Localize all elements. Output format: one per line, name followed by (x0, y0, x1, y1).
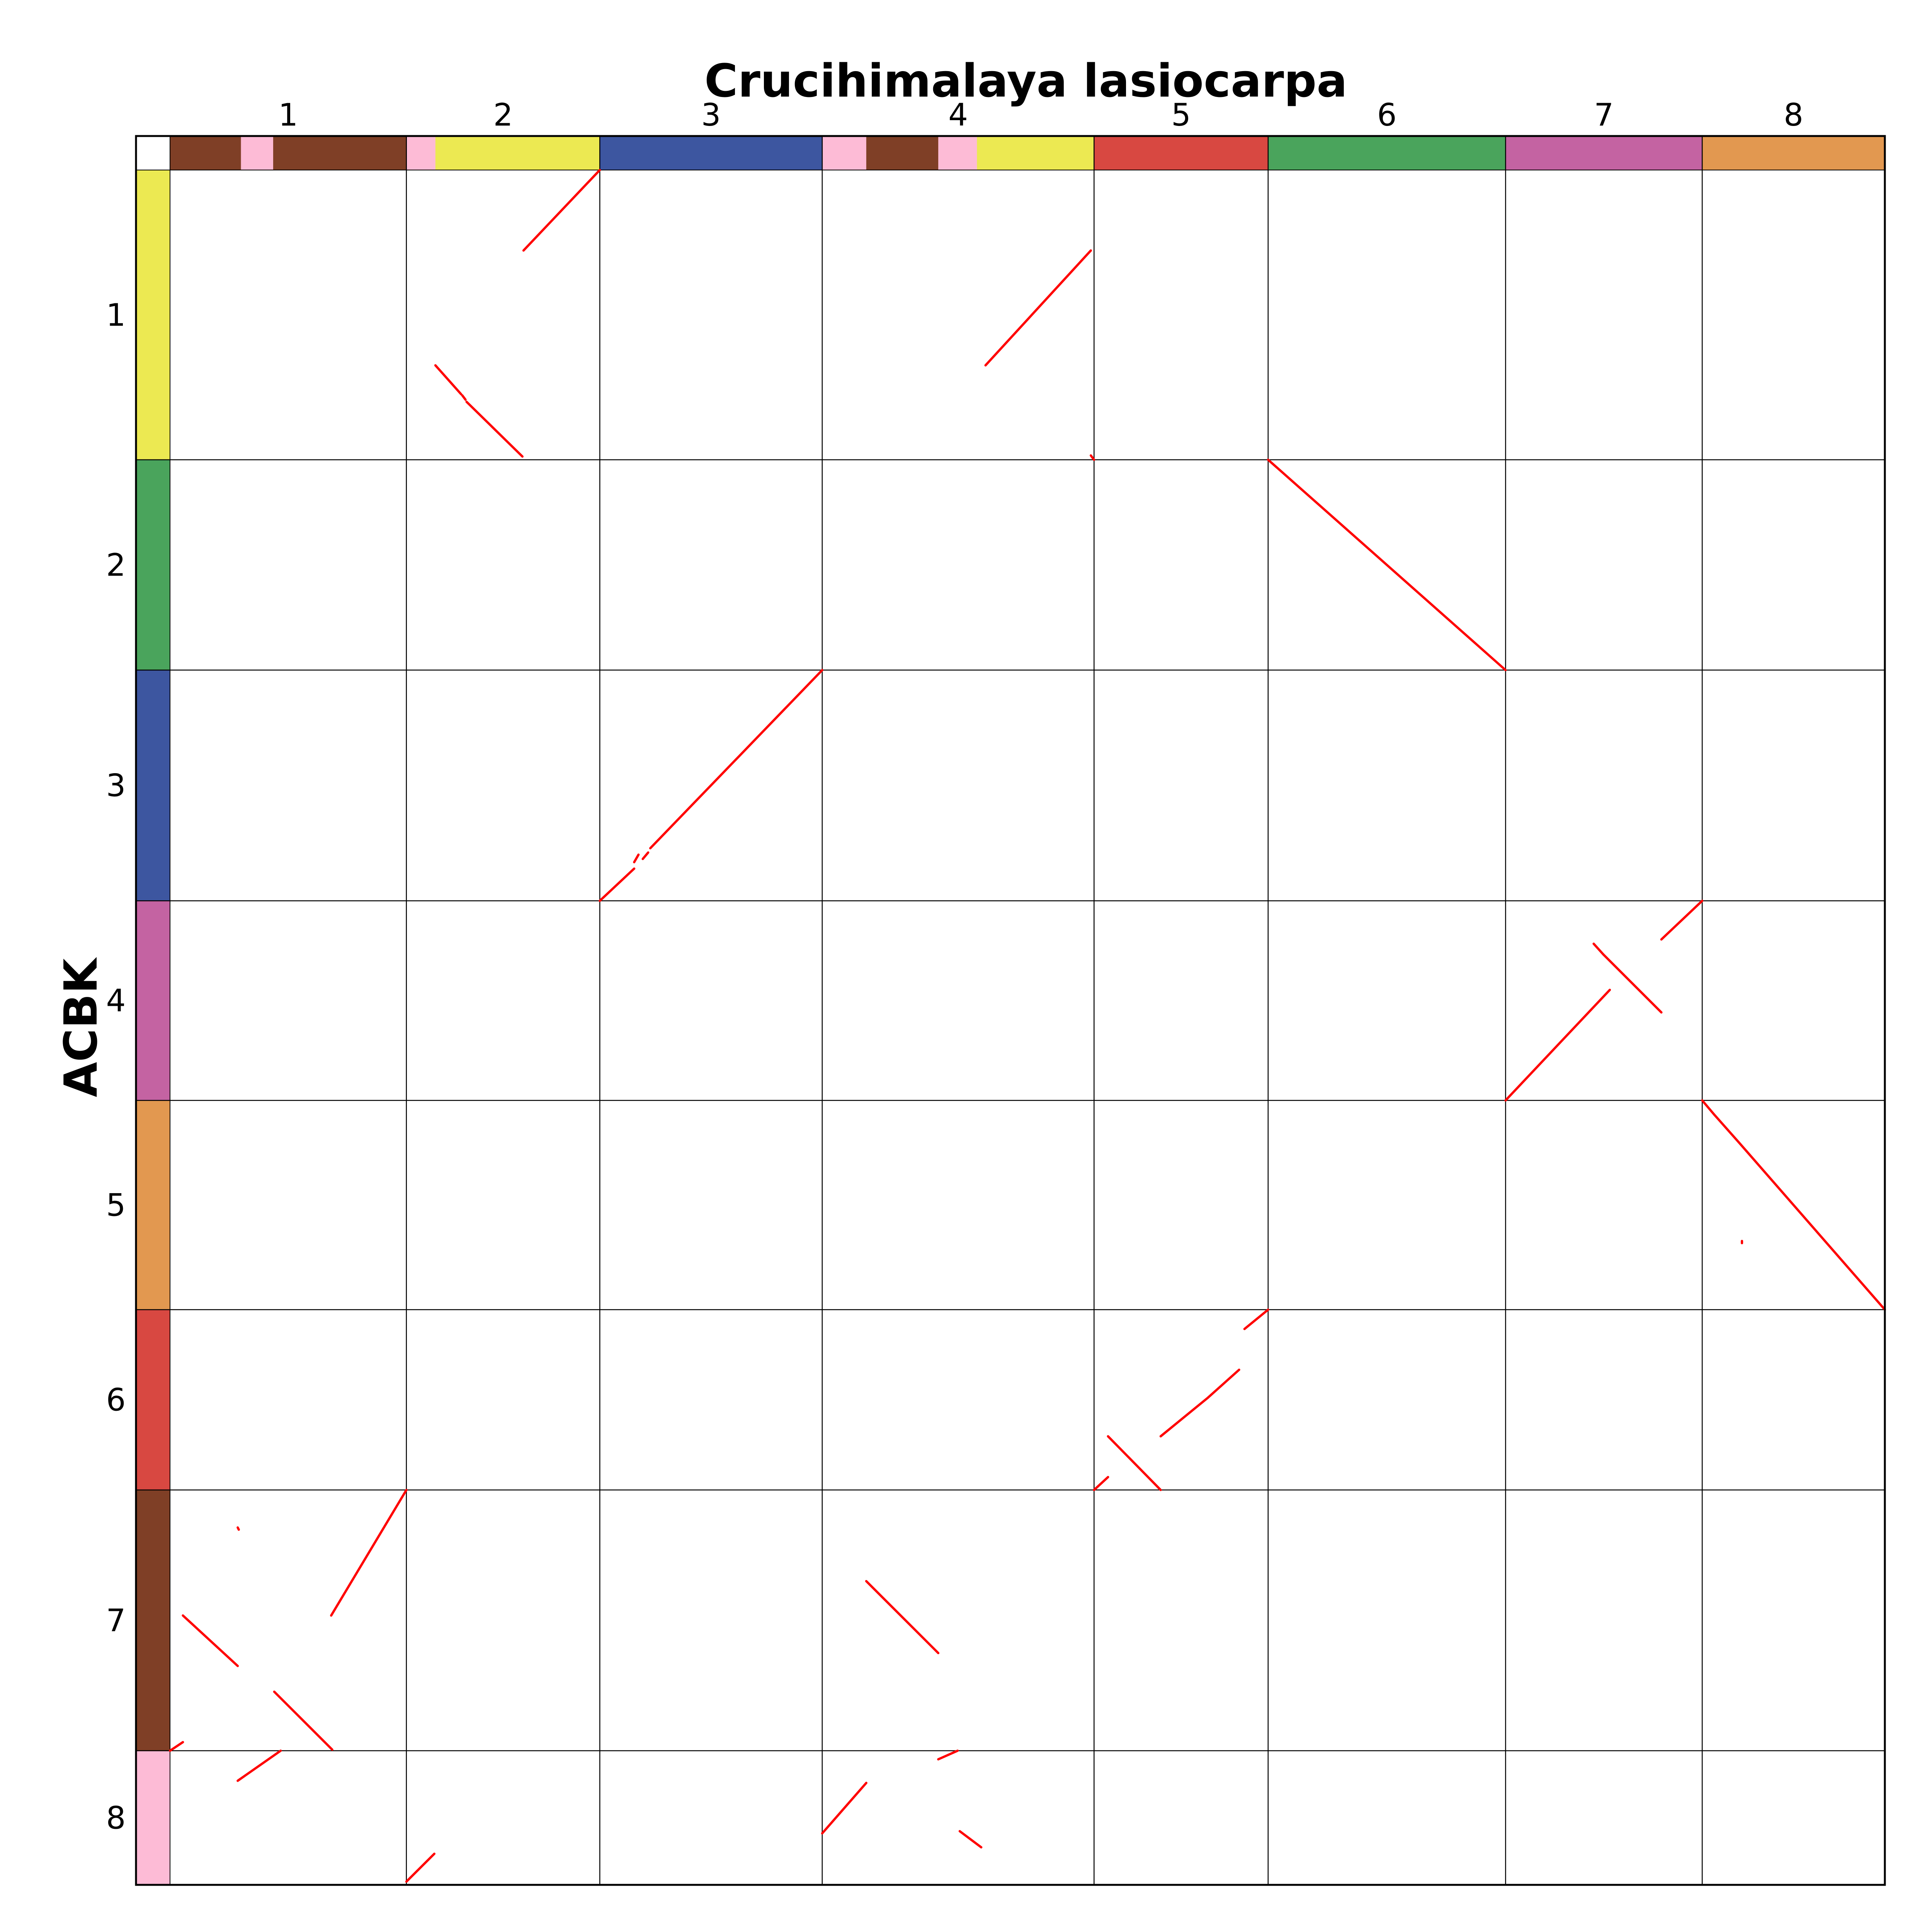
x-tick-label-7: 7 (1594, 97, 1614, 133)
x-tick-label-6: 6 (1377, 97, 1397, 133)
synteny-segment-35 (937, 1749, 959, 1761)
synteny-segment-25 (1243, 1308, 1269, 1330)
synteny-segment-1 (522, 169, 601, 252)
x-tick-label-2: 2 (493, 97, 513, 133)
synteny-segment-12 (1504, 988, 1611, 1102)
x-color-band-2 (241, 136, 274, 170)
y-tick-label-6: 6 (106, 1382, 126, 1418)
y-tick-label-3: 3 (106, 768, 126, 804)
synteny-segment-30 (169, 1741, 184, 1752)
synteny-segment-24 (1207, 1368, 1240, 1399)
y-color-band-2 (136, 459, 170, 670)
synteny-segment-36 (958, 1830, 983, 1849)
synteny-segment-22 (1107, 1435, 1162, 1491)
y-tick-label-4: 4 (106, 983, 126, 1019)
x-color-band-11 (977, 136, 1094, 170)
synteny-segment-14 (1602, 953, 1663, 1014)
x-color-band-1 (170, 136, 242, 170)
synteny-segment-29 (273, 1690, 333, 1751)
synteny-segment-11 (649, 669, 823, 850)
synteny-segment-27 (236, 1526, 240, 1531)
x-tick-label-8: 8 (1784, 97, 1803, 133)
x-tick-label-1: 1 (278, 97, 298, 133)
y-color-band-7 (136, 1490, 170, 1751)
synteny-segment-16 (1701, 1099, 1715, 1116)
y-color-band-1 (136, 170, 170, 460)
x-color-band-5 (406, 136, 436, 170)
x-color-band-3 (273, 136, 286, 170)
grid-lines (136, 136, 1885, 1885)
chart-title: Crucihimalaya lasiocarpa (704, 54, 1347, 107)
synteny-segment-3 (461, 394, 467, 401)
synteny-segment-32 (405, 1852, 436, 1883)
synteny-segment-28 (330, 1488, 408, 1617)
x-color-band-6 (435, 136, 600, 170)
y-color-band-6 (136, 1310, 170, 1490)
x-color-band-13 (1268, 136, 1506, 170)
synteny-segment-15 (1660, 900, 1704, 941)
synteny-segment-8 (599, 867, 636, 902)
y-color-band-5 (136, 1100, 170, 1310)
y-tick-label-8: 8 (106, 1800, 126, 1836)
x-color-band-15 (1702, 136, 1885, 170)
x-color-band-9 (866, 136, 939, 170)
synteny-segment-2 (434, 364, 463, 396)
y-tick-labels: 1 2 3 4 5 6 7 8 (106, 297, 126, 1836)
synteny-segment-34 (821, 1782, 867, 1835)
synteny-segment-26 (182, 1614, 239, 1667)
y-tick-label-7: 7 (106, 1602, 126, 1638)
x-color-band-12 (1094, 136, 1269, 170)
y-color-band-8 (136, 1750, 170, 1885)
x-color-band-14 (1505, 136, 1702, 170)
synteny-segments (169, 169, 1886, 1883)
synteny-segment-18 (1737, 1141, 1748, 1152)
synteny-segment-9 (633, 853, 640, 864)
synteny-segment-4 (465, 400, 524, 458)
x-color-track (170, 136, 1885, 170)
synteny-segment-19 (1745, 1150, 1886, 1311)
synteny-segment-7 (1267, 458, 1507, 672)
y-color-band-3 (136, 670, 170, 901)
x-color-band-7 (600, 136, 823, 170)
y-axis-label: ACBK (54, 957, 107, 1097)
x-color-band-8 (822, 136, 867, 170)
synteny-segment-17 (1713, 1113, 1740, 1144)
synteny-segment-23 (1159, 1396, 1209, 1438)
x-color-band-10 (938, 136, 977, 170)
y-color-band-4 (136, 901, 170, 1101)
synteny-segment-31 (236, 1749, 282, 1782)
synteny-segment-13 (1592, 942, 1605, 956)
y-color-track (136, 170, 170, 1885)
synteny-segment-5 (984, 249, 1092, 367)
synteny-segment-6 (1090, 454, 1095, 461)
x-tick-label-5: 5 (1171, 97, 1191, 133)
plot-frame (135, 135, 1886, 1886)
synteny-segment-10 (641, 851, 650, 860)
x-tick-labels: 1 2 3 4 5 6 7 8 (278, 97, 1803, 133)
y-tick-label-2: 2 (106, 547, 126, 583)
x-tick-label-4: 4 (948, 97, 968, 133)
synteny-segment-33 (865, 1580, 940, 1655)
x-tick-label-3: 3 (701, 97, 721, 133)
y-tick-label-5: 5 (106, 1187, 126, 1223)
x-color-band-4 (285, 136, 407, 170)
y-tick-label-1: 1 (106, 297, 126, 333)
synteny-segment-21 (1093, 1476, 1109, 1491)
